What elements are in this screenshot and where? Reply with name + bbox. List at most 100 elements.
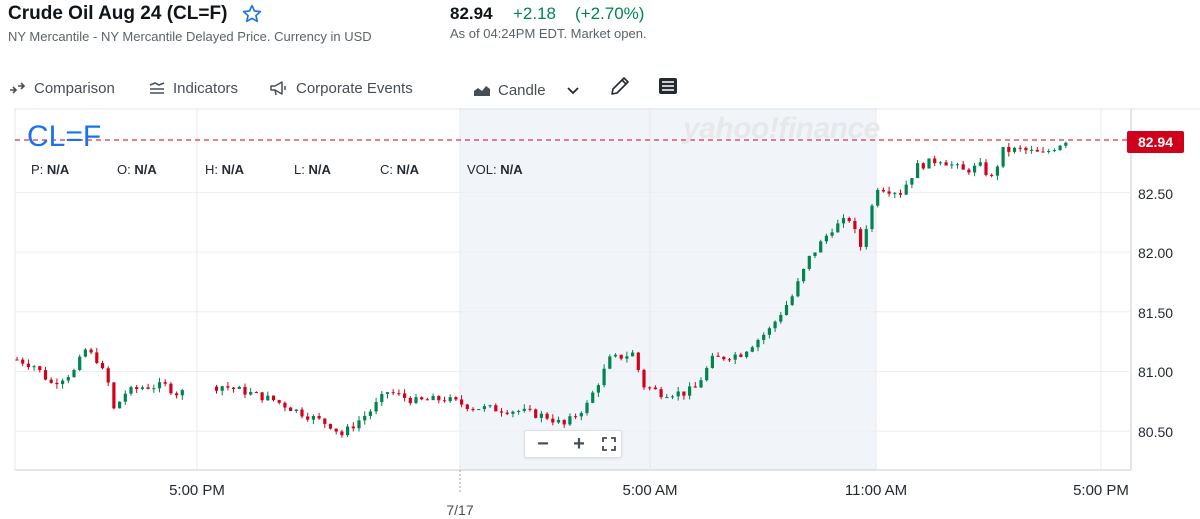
candle-body	[745, 351, 749, 357]
star-icon[interactable]	[241, 3, 263, 25]
candle-body	[243, 386, 247, 395]
price-chart[interactable]: yahoo!finance CL=F P: N/A O: N/A H: N/A …	[0, 108, 1200, 519]
yahoo-finance-watermark: yahoo!finance	[683, 112, 880, 145]
comparison-button[interactable]: Comparison	[8, 78, 115, 98]
candle-body	[505, 412, 509, 414]
candle-body	[294, 409, 298, 411]
corporate-events-button[interactable]: Corporate Events	[268, 78, 413, 98]
megaphone-icon	[270, 81, 286, 96]
candle-body	[334, 428, 338, 432]
candle-body	[442, 400, 447, 402]
candle-body	[106, 368, 110, 383]
candle-body	[539, 413, 543, 418]
candle-body	[995, 166, 999, 176]
zoom-in-button[interactable]: +	[573, 433, 585, 455]
candle-body	[397, 393, 401, 395]
candle-body	[1052, 150, 1056, 152]
candle-body	[465, 404, 469, 410]
candle-body	[802, 268, 806, 282]
candle-body	[944, 162, 948, 166]
candle-body	[733, 354, 737, 360]
fullscreen-icon[interactable]	[601, 436, 617, 452]
candle-body	[363, 415, 367, 421]
candle-body	[226, 386, 230, 388]
ohlc-prev: P: N/A	[31, 162, 70, 177]
y-tick-label: 82.50	[1138, 186, 1174, 202]
candle-body	[21, 359, 25, 364]
candle-body	[414, 397, 418, 404]
candle-body	[323, 418, 327, 424]
candle-body	[722, 356, 726, 360]
candle-body	[249, 392, 253, 395]
candle-body	[528, 408, 532, 410]
candle-body	[847, 218, 851, 222]
candle-body	[841, 218, 846, 224]
candle-body	[938, 162, 942, 164]
candle-body	[824, 235, 828, 242]
candle-body	[1018, 147, 1022, 149]
candle-body	[762, 334, 766, 340]
candle-body	[123, 393, 127, 402]
comparison-icon	[10, 82, 26, 94]
x-tick-label: 5:00 AM	[622, 482, 678, 499]
candle-body	[146, 387, 150, 389]
y-tick-label: 81.00	[1138, 364, 1174, 380]
candle-body	[876, 189, 880, 206]
candle-body	[43, 370, 48, 380]
corporate-events-label: Corporate Events	[296, 79, 413, 97]
candle-body	[642, 369, 646, 388]
quote-title: Crude Oil Aug 24 (CL=F)	[8, 3, 228, 24]
candle-body	[836, 223, 840, 233]
candle-body	[385, 392, 390, 394]
candle-body	[973, 165, 977, 173]
date-tick-label: 7/17	[446, 502, 474, 518]
data-table-button[interactable]	[654, 72, 682, 100]
candle-body	[636, 352, 640, 370]
candle-body	[283, 402, 287, 408]
candle-body	[756, 339, 760, 348]
candlestick-chart-svg[interactable]	[0, 108, 1200, 519]
indicators-button[interactable]: Indicators	[147, 78, 238, 98]
price-change: +2.18	[513, 4, 557, 23]
candle-body	[750, 347, 754, 352]
indicators-icon	[149, 82, 165, 94]
candle-body	[494, 405, 498, 412]
ohlc-close: C: N/A	[380, 162, 420, 177]
candle-body	[870, 205, 874, 230]
candle-body	[904, 184, 908, 195]
candle-body	[511, 411, 515, 414]
candle-body	[220, 386, 224, 391]
candle-body	[608, 356, 612, 369]
candle-body	[180, 390, 184, 396]
candle-body	[602, 368, 606, 386]
candle-body	[591, 392, 595, 403]
zoom-out-button[interactable]: −	[537, 433, 549, 455]
candle-body	[266, 395, 270, 401]
candle-body	[95, 352, 99, 364]
candle-body	[499, 411, 504, 413]
candle-body	[271, 395, 276, 401]
chart-symbol-label: CL=F	[27, 120, 102, 153]
candle-body	[55, 382, 59, 385]
candle-body	[562, 419, 566, 425]
candle-body	[1047, 150, 1051, 152]
candle-body	[374, 402, 378, 412]
candle-body	[118, 401, 122, 409]
candle-body	[351, 426, 355, 429]
candle-body	[950, 164, 954, 166]
candle-body	[556, 419, 561, 423]
candle-body	[260, 392, 264, 401]
candle-body	[688, 386, 692, 396]
candle-body	[300, 409, 304, 417]
candle-body	[488, 405, 492, 407]
candle-body	[978, 162, 982, 166]
draw-button[interactable]	[606, 72, 634, 100]
chart-type-dropdown[interactable]: Candle	[472, 80, 580, 100]
candle-body	[1024, 147, 1028, 151]
candle-body	[596, 385, 600, 393]
candle-body	[1064, 142, 1068, 146]
candle-body	[380, 393, 384, 403]
candle-body	[1030, 149, 1034, 151]
candle-body	[961, 164, 965, 170]
candle-body	[477, 409, 481, 411]
